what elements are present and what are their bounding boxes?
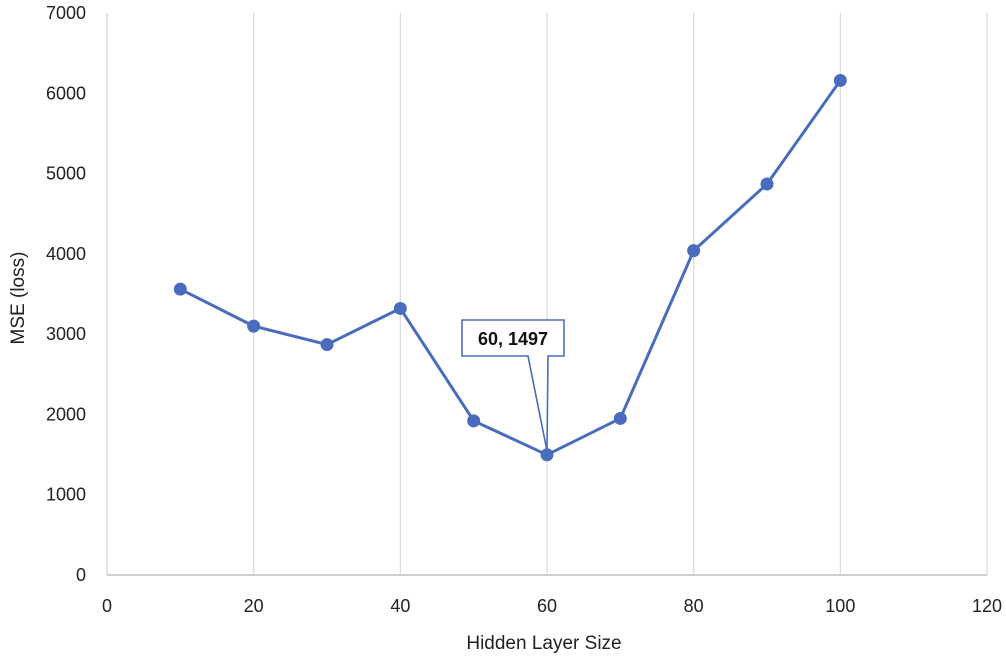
data-point-70 xyxy=(613,411,627,425)
data-point-100 xyxy=(833,73,847,87)
x-tick-label-5: 100 xyxy=(825,596,855,616)
data-callout: 60, 1497 xyxy=(461,319,565,451)
x-tick-label-4: 80 xyxy=(684,596,704,616)
y-tick-label-5: 5000 xyxy=(46,164,86,184)
data-point-80 xyxy=(687,244,701,258)
x-tick-label-0: 0 xyxy=(102,596,112,616)
series-layer xyxy=(173,73,847,462)
data-point-50 xyxy=(467,414,481,428)
x-tick-label-1: 20 xyxy=(244,596,264,616)
y-tick-label-3: 3000 xyxy=(46,324,86,344)
series-line-0 xyxy=(179,79,842,457)
tick-labels: 0 20 40 60 80 100 120 0 1000 2000 3000 4000 5000 6000… xyxy=(46,3,1002,616)
callout-label-0: 60, 1497 xyxy=(478,329,548,349)
x-tick-label-3: 60 xyxy=(537,596,557,616)
x-tick-label-6: 120 xyxy=(972,596,1002,616)
y-tick-label-7: 7000 xyxy=(46,3,86,23)
y-tick-label-6: 6000 xyxy=(46,83,86,103)
data-point-30 xyxy=(320,338,334,352)
y-tick-label-1: 1000 xyxy=(46,485,86,505)
axes xyxy=(106,13,987,576)
x-axis-title: Hidden Layer Size xyxy=(466,633,621,654)
data-point-90 xyxy=(760,177,774,191)
y-axis-title: MSE (loss) xyxy=(8,252,29,345)
y-tick-label-2: 2000 xyxy=(46,404,86,424)
data-point-10 xyxy=(173,282,187,296)
y-tick-label-0: 0 xyxy=(76,565,86,585)
y-tick-label-4: 4000 xyxy=(46,244,86,264)
gridlines xyxy=(253,13,988,575)
x-tick-label-2: 40 xyxy=(390,596,410,616)
data-point-20 xyxy=(247,319,261,333)
data-point-60 xyxy=(540,448,554,462)
callout-box-0 xyxy=(461,319,565,451)
data-point-40 xyxy=(393,301,407,315)
